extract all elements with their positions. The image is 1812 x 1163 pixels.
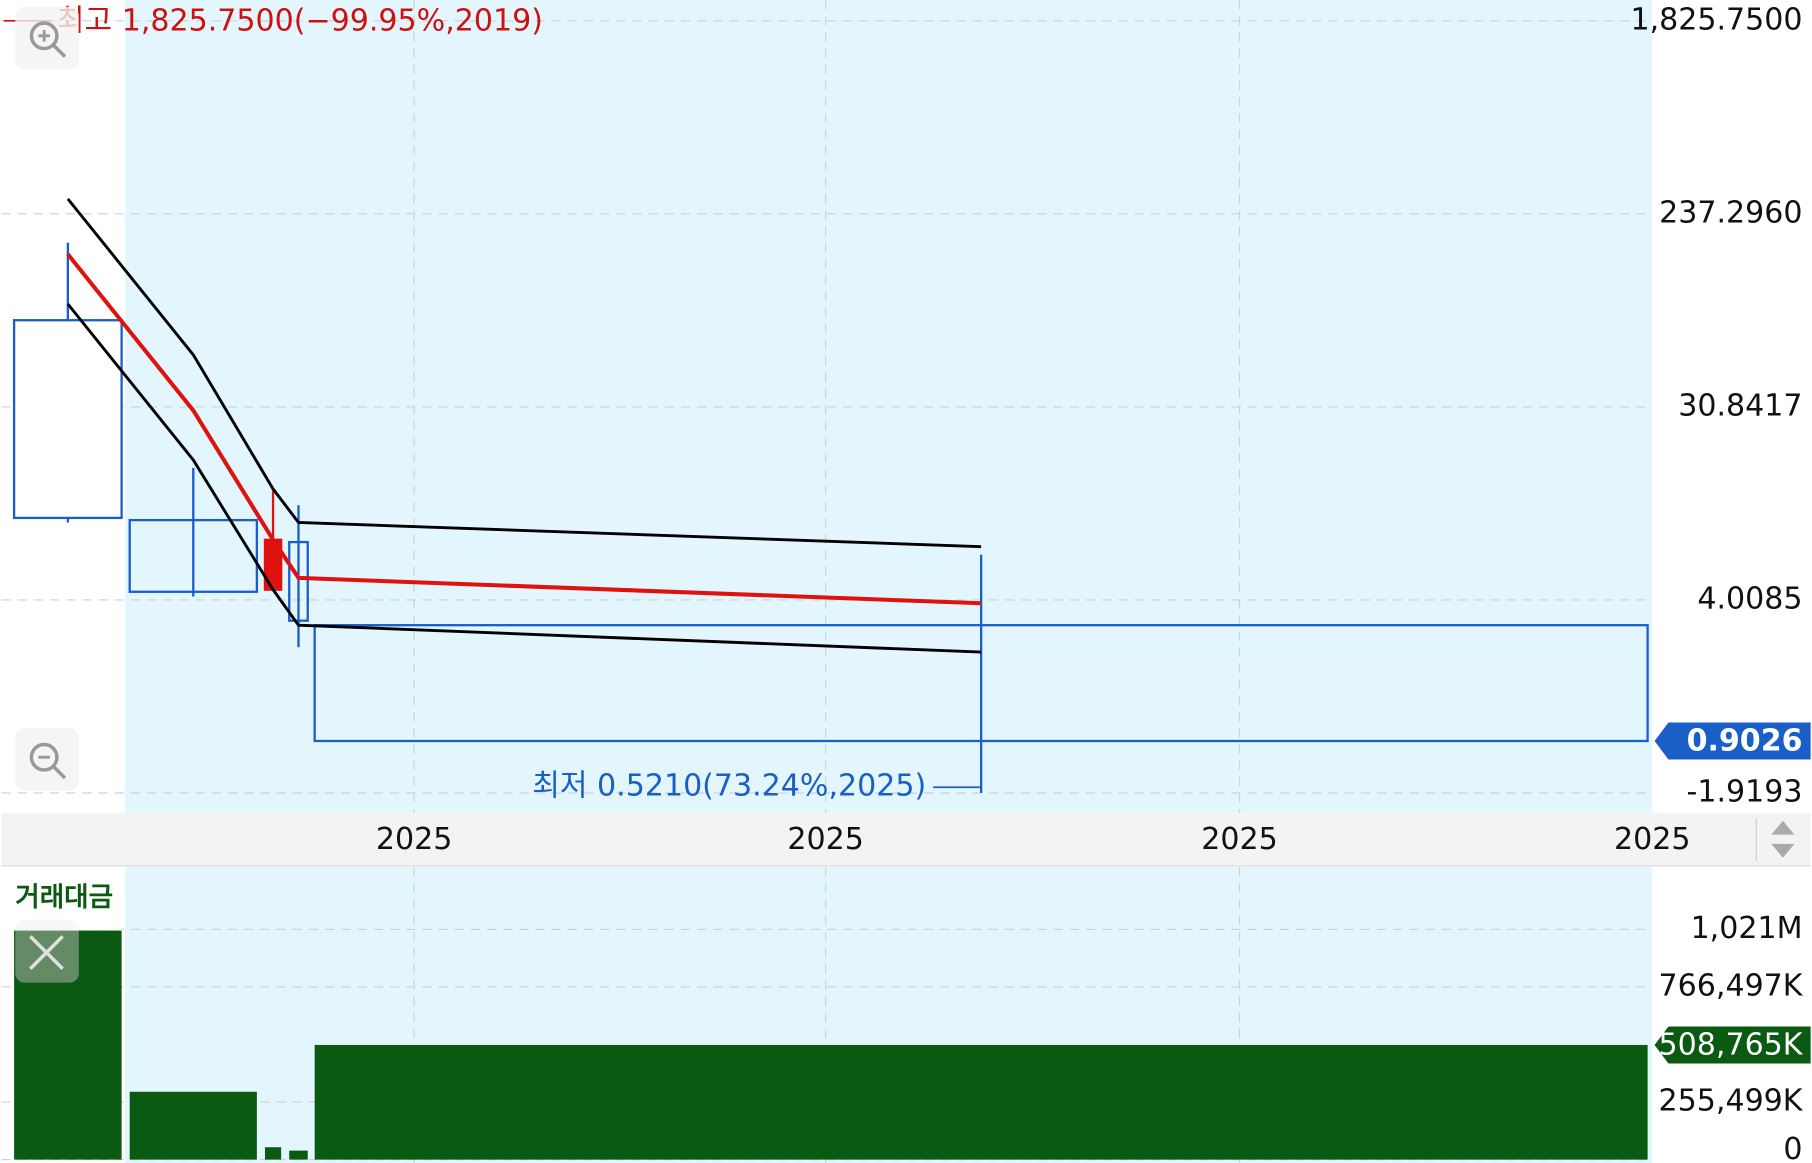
close-indicator[interactable] [15,920,79,983]
y-tick-label: 237.2960 [1659,195,1802,230]
scale-toggle[interactable] [1755,818,1795,862]
y-tick-label: 766,497K [1659,968,1804,1003]
y-tick-label: 1,825.7500 [1630,2,1802,37]
plot-background [125,0,1653,813]
candle-body [12,319,123,520]
zoom-in[interactable] [15,6,79,70]
x-axis-strip [1,812,1811,866]
value-badge-label: 508,765K [1659,1028,1804,1063]
y-tick-label: 255,499K [1659,1084,1804,1119]
title-backdrop [1,867,122,931]
candle-body [313,624,1649,743]
value-badge [1654,1026,1811,1064]
band-line [66,197,982,549]
price-badge-label: 0.9026 [1687,724,1803,759]
y-tick-label: 30.8417 [1678,388,1802,423]
y-tick-label: -1.9193 [1687,774,1803,809]
x-tick-label: 2025 [1201,822,1277,857]
band-line [66,303,982,654]
high-annotation: 최고 1,825.7500(−99.95%,2019) [57,3,543,38]
bar [289,1150,308,1160]
candle-body [128,518,259,593]
x-tick-label: 2025 [787,822,863,857]
y-tick-label: 1,021M [1691,911,1803,946]
y-tick-label: 0 [1783,1132,1802,1163]
band-line [66,253,982,606]
bar [264,1147,282,1160]
volume-title: 거래대금 [15,882,113,913]
zoom-out[interactable] [15,728,79,791]
x-tick-label: 2025 [1614,822,1690,857]
y-tick-label: 4.0085 [1697,581,1802,616]
low-annotation: 최저 0.5210(73.24%,2025) [532,769,926,804]
bar [314,1044,1648,1160]
price-badge [1654,722,1811,760]
candle-body [288,540,309,622]
bar [129,1091,257,1160]
x-tick-label: 2025 [376,822,452,857]
